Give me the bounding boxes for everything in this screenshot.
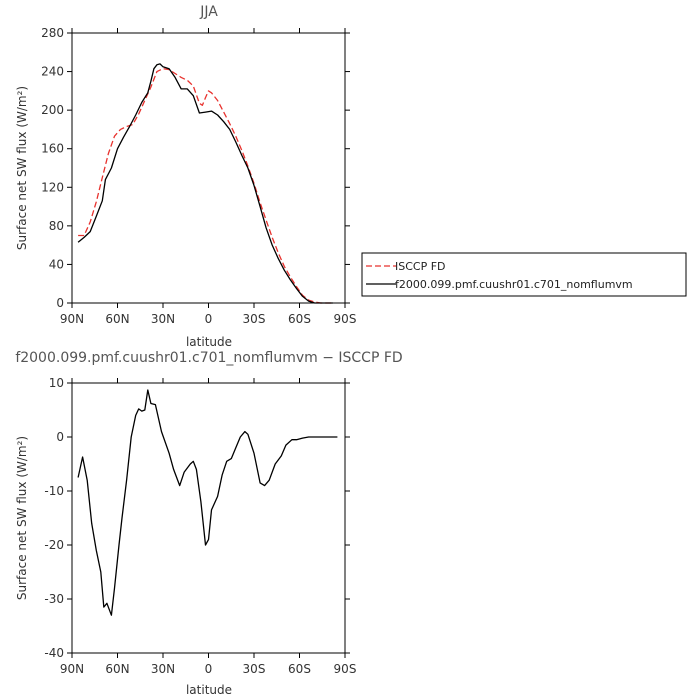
- top-y-tick-label: 200: [41, 103, 64, 117]
- bottom-plot-frame: [71, 382, 346, 654]
- top-series-line-1: [78, 68, 333, 304]
- top-x-axis: 90N 60N 30N 0 30S 60S 90S: [60, 28, 357, 326]
- top-x-tick-label: 60S: [288, 312, 311, 326]
- bottom-panel: f2000.099.pmf.cuushr01.c701_nomflumvm − …: [15, 350, 403, 697]
- top-y-tick-label: 120: [41, 180, 64, 194]
- top-y-axis-label: Surface net SW flux (W/m²): [15, 86, 29, 250]
- top-y-tick-label: 80: [49, 219, 64, 233]
- bottom-x-axis: 90N 60N 30N 0 30S 60S 90S: [60, 378, 357, 676]
- bottom-y-tick-label: -20: [44, 538, 64, 552]
- bottom-y-axis: -40 -30 -20 -10 0 10: [44, 376, 350, 660]
- top-y-tick-label: 40: [49, 257, 64, 271]
- top-y-tick-label: 0: [56, 296, 64, 310]
- bottom-x-tick-label: 30S: [243, 662, 266, 676]
- top-x-axis-label: latitude: [186, 335, 232, 349]
- top-x-tick-label: 30S: [243, 312, 266, 326]
- top-x-tick-label: 60N: [105, 312, 129, 326]
- legend-box: [361, 252, 687, 297]
- bottom-y-tick-label: -30: [44, 592, 64, 606]
- top-y-axis: 0 40 80 120 160 200 240 280: [41, 26, 350, 310]
- top-chart-title: JJA: [199, 4, 218, 20]
- top-series-lines: [77, 63, 333, 304]
- bottom-x-tick-label: 60S: [288, 662, 311, 676]
- top-x-tick-label: 90S: [334, 312, 357, 326]
- bottom-y-tick-label: 0: [56, 430, 64, 444]
- bottom-y-tick-label: 10: [49, 376, 64, 390]
- top-x-tick-label: 90N: [60, 312, 84, 326]
- bottom-series-lines: [77, 389, 338, 616]
- bottom-x-tick-label: 0: [205, 662, 213, 676]
- bottom-y-axis-label: Surface net SW flux (W/m²): [15, 436, 29, 600]
- top-plot-frame: [71, 32, 346, 304]
- bottom-x-tick-label: 60N: [105, 662, 129, 676]
- bottom-series-line-1: [77, 389, 338, 616]
- legend: ISCCP FD f2000.099.pmf.cuushr01.c701_nom…: [361, 252, 687, 297]
- top-panel: JJA 0 40 80 120 160 200 240 280 90N 60N 30N 0 30S 60…: [15, 4, 356, 349]
- top-series-line-2: [77, 63, 333, 304]
- top-x-tick-label: 0: [205, 312, 213, 326]
- top-y-tick-label: 280: [41, 26, 64, 40]
- bottom-y-tick-label: -40: [44, 646, 64, 660]
- bottom-y-tick-label: -10: [44, 484, 64, 498]
- top-x-tick-label: 30N: [151, 312, 175, 326]
- bottom-x-tick-label: 30N: [151, 662, 175, 676]
- legend-label-model: f2000.099.pmf.cuushr01.c701_nomflumvm: [395, 278, 633, 291]
- bottom-x-axis-label: latitude: [186, 683, 232, 697]
- top-y-tick-label: 240: [41, 65, 64, 79]
- legend-label-isccp: ISCCP FD: [395, 260, 446, 273]
- top-y-tick-label: 160: [41, 142, 64, 156]
- bottom-chart-title: f2000.099.pmf.cuushr01.c701_nomflumvm − …: [15, 350, 402, 366]
- bottom-x-tick-label: 90S: [334, 662, 357, 676]
- bottom-x-tick-label: 90N: [60, 662, 84, 676]
